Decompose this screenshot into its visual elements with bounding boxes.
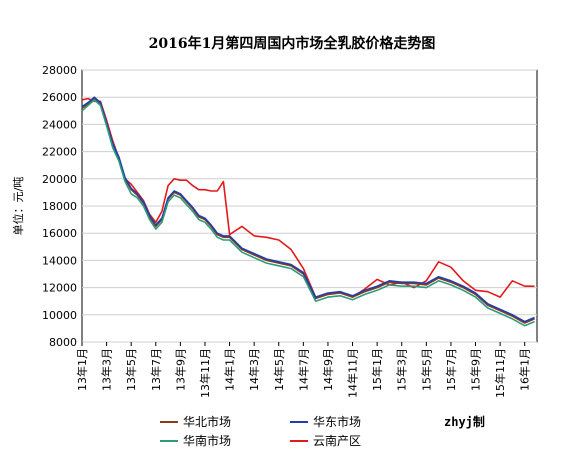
brand-label: zhyj制 bbox=[444, 414, 485, 429]
y-axis-label: 单位：元/吨 bbox=[11, 177, 25, 236]
x-tick-label: 14年7月 bbox=[296, 348, 310, 391]
series-line-2 bbox=[81, 99, 535, 327]
x-tick-label: 13年3月 bbox=[100, 348, 114, 391]
x-tick-label: 13年1月 bbox=[75, 348, 89, 391]
legend-label-huabei: 华北市场 bbox=[183, 414, 231, 429]
legend-label-huanan: 华南市场 bbox=[183, 433, 231, 448]
x-tick-label: 14年3月 bbox=[247, 348, 261, 391]
x-tick-label: 16年1月 bbox=[518, 348, 532, 391]
series-line-1 bbox=[81, 96, 535, 323]
x-tick-label: 15年7月 bbox=[444, 348, 458, 391]
series-line-3 bbox=[81, 97, 535, 298]
y-axis-ticks: 8000 10000 12000 14000 16000 18000 20000 22000 2… bbox=[42, 64, 77, 349]
y-tick-label: 22000 bbox=[42, 146, 77, 159]
x-axis-ticks: 13年1月 13年3月 13年5月 13年7月 13年9月 13年11月 14年1月 14年3… bbox=[75, 342, 532, 398]
x-tick-label: 14年5月 bbox=[272, 348, 286, 391]
y-tick-label: 14000 bbox=[42, 254, 77, 267]
x-tick-label: 15年11月 bbox=[493, 348, 507, 398]
x-tick-label: 13年9月 bbox=[173, 348, 187, 391]
x-tick-label: 15年5月 bbox=[419, 348, 433, 391]
grid bbox=[82, 69, 537, 343]
y-tick-label: 8000 bbox=[49, 336, 77, 349]
x-tick-label: 13年5月 bbox=[124, 348, 138, 391]
x-tick-label: 13年11月 bbox=[198, 348, 212, 398]
y-tick-label: 28000 bbox=[42, 64, 77, 77]
y-tick-label: 20000 bbox=[42, 173, 77, 186]
x-tick-label: 13年7月 bbox=[149, 348, 163, 391]
y-tick-label: 12000 bbox=[42, 282, 77, 295]
x-tick-label: 15年1月 bbox=[370, 348, 384, 391]
y-tick-label: 26000 bbox=[42, 91, 77, 104]
y-tick-label: 18000 bbox=[42, 200, 77, 213]
series-line-0 bbox=[81, 97, 535, 324]
legend-label-huadong: 华东市场 bbox=[313, 414, 361, 429]
legend-label-yunnan: 云南产区 bbox=[313, 433, 361, 448]
y-tick-label: 24000 bbox=[42, 118, 77, 131]
x-tick-label: 14年9月 bbox=[321, 348, 335, 391]
x-tick-label: 14年1月 bbox=[223, 348, 237, 391]
x-tick-label: 15年9月 bbox=[469, 348, 483, 391]
x-tick-label: 15年3月 bbox=[395, 348, 409, 391]
legend: 华北市场 华东市场 华南市场 云南产区 bbox=[160, 414, 361, 448]
series-lines bbox=[81, 96, 535, 327]
chart-title: 2016年1月第四周国内市场全乳胶价格走势图 bbox=[149, 35, 436, 52]
y-tick-label: 16000 bbox=[42, 227, 77, 240]
x-tick-label: 14年11月 bbox=[346, 348, 360, 398]
y-tick-label: 10000 bbox=[42, 309, 77, 322]
